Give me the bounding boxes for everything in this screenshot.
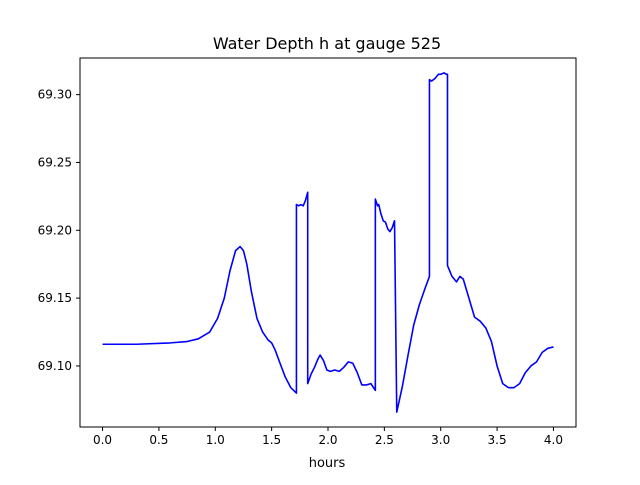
y-tick-label: 69.10 [38, 359, 72, 373]
x-tick-label: 4.0 [544, 433, 563, 447]
series-layer [102, 72, 554, 413]
x-tick-label: 3.0 [431, 433, 450, 447]
series-line [102, 72, 554, 413]
x-tick-label: 2.5 [375, 433, 394, 447]
y-tick-label: 69.15 [38, 291, 72, 305]
x-tick-label: 1.5 [262, 433, 281, 447]
x-tick-label: 3.5 [488, 433, 507, 447]
y-tick-label: 69.25 [38, 155, 72, 169]
x-axis-label: hours [309, 456, 346, 471]
chart-title: Water Depth h at gauge 525 [213, 34, 441, 53]
x-tick-label: 0.0 [93, 433, 112, 447]
x-axis: 0.0 0.5 1.0 1.5 2.0 2.5 3.0 3.5 4.0 [93, 427, 563, 447]
y-tick-label: 69.20 [38, 223, 72, 237]
x-tick-label: 0.5 [149, 433, 168, 447]
x-tick-label: 2.0 [318, 433, 337, 447]
y-axis: 69.10 69.15 69.20 69.25 69.30 [38, 88, 80, 373]
x-tick-label: 1.0 [206, 433, 225, 447]
y-tick-label: 69.30 [38, 88, 72, 102]
